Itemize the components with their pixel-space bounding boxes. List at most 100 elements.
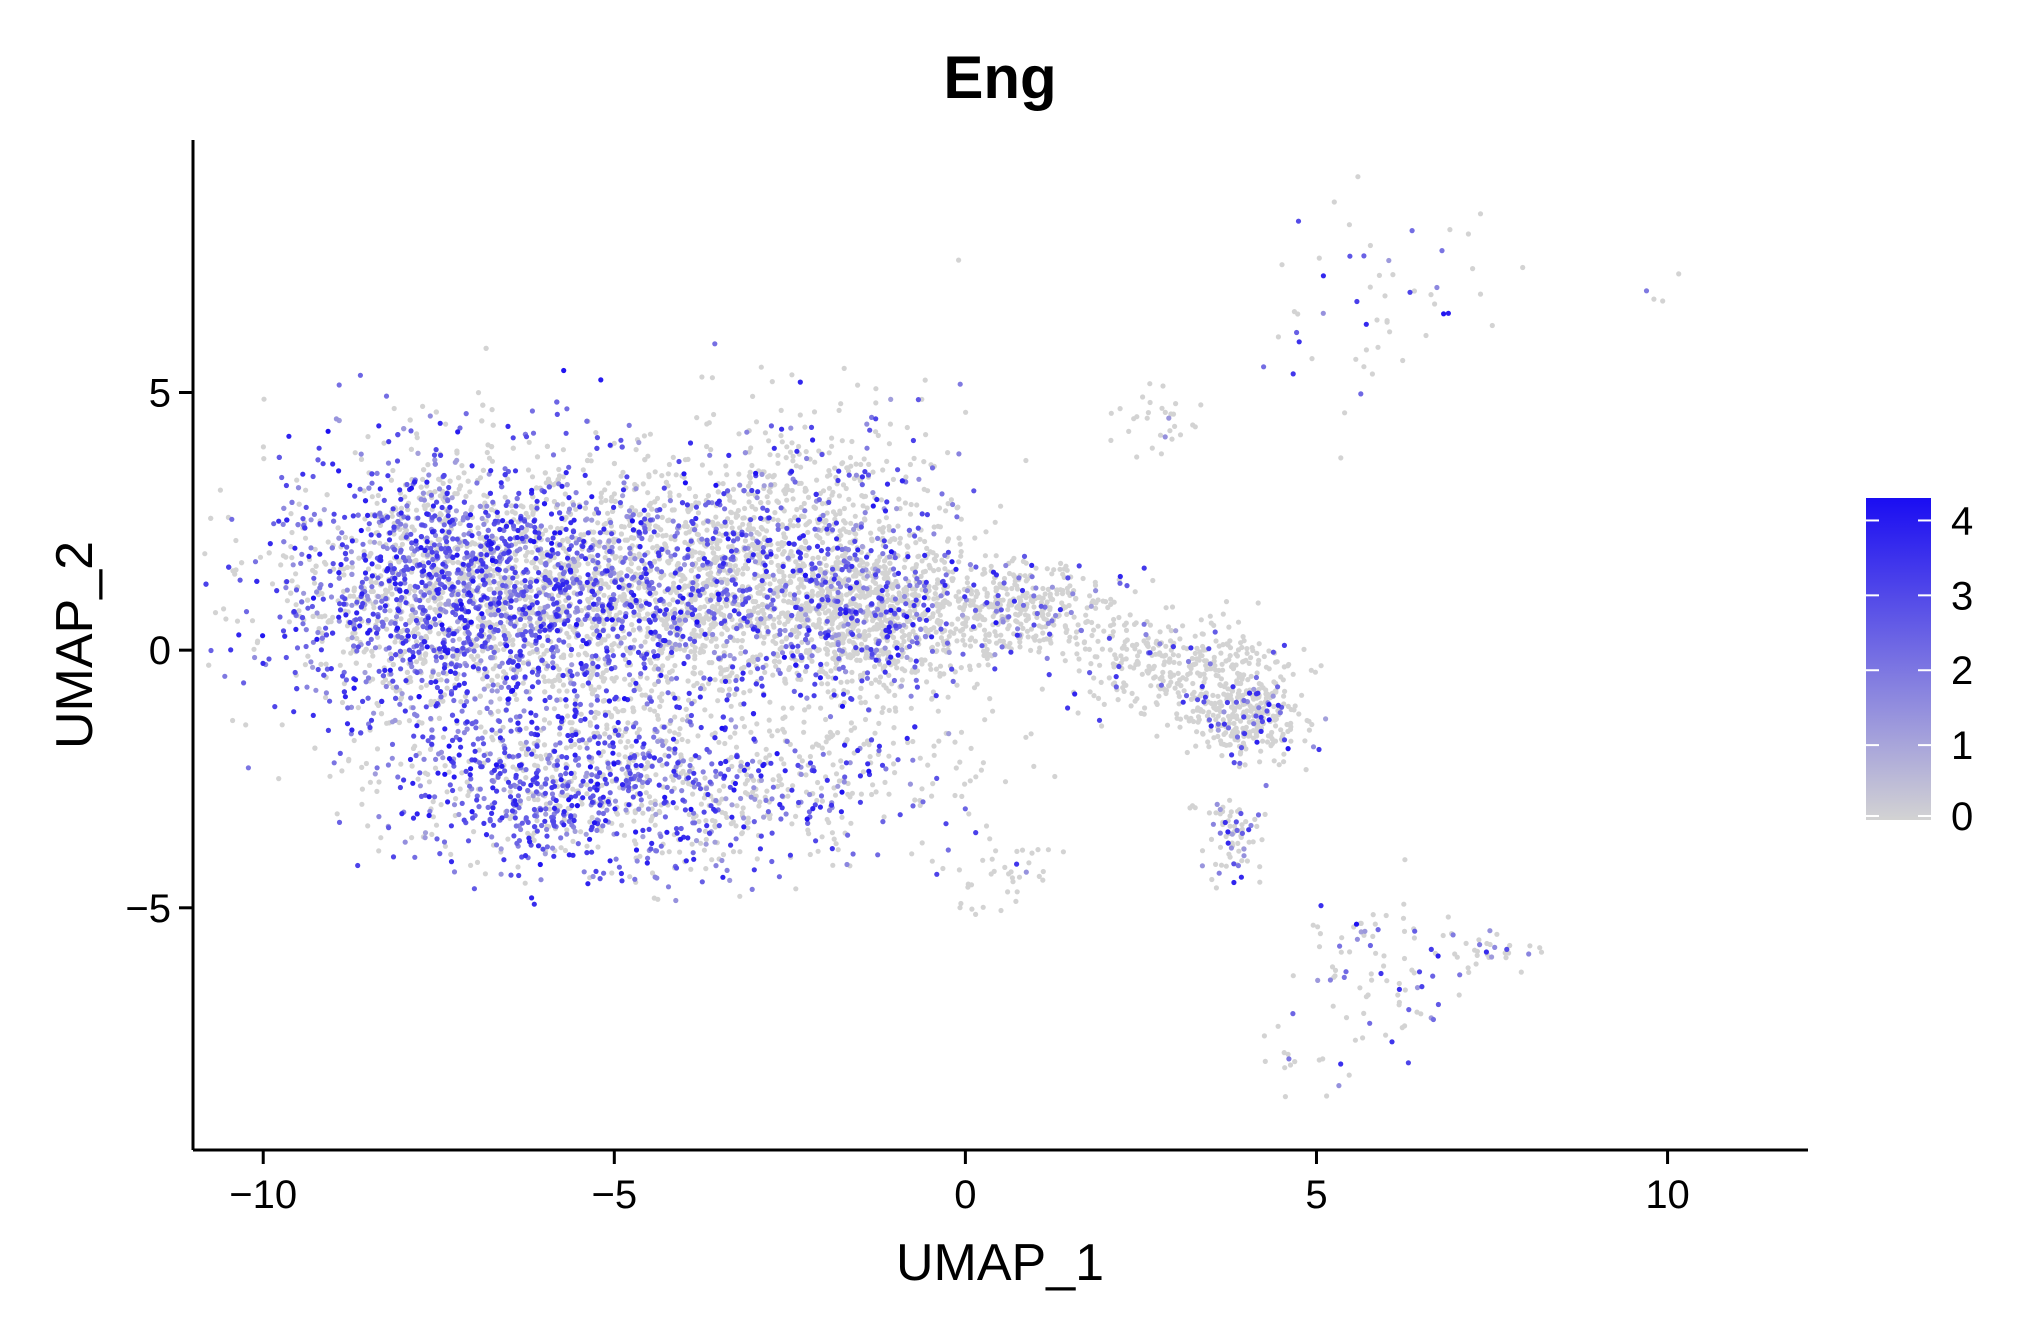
scatter-point [716, 739, 722, 745]
scatter-point [924, 545, 930, 552]
scatter-point [622, 754, 628, 760]
scatter-point [948, 497, 955, 503]
scatter-point [691, 664, 698, 671]
scatter-point [672, 730, 678, 736]
scatter-point [653, 772, 659, 778]
scatter-point [936, 738, 942, 744]
scatter-point [673, 646, 679, 652]
scatter-point [495, 708, 501, 714]
scatter-point [801, 500, 807, 507]
scatter-point [748, 669, 754, 675]
scatter-point [861, 456, 867, 462]
scatter-point [323, 561, 329, 567]
scatter-point [783, 680, 789, 686]
scatter-point [1004, 591, 1010, 597]
scatter-point [786, 666, 792, 673]
scatter-point [826, 468, 832, 474]
scatter-point [732, 730, 738, 736]
scatter-point [806, 704, 812, 710]
scatter-point [972, 535, 978, 541]
scatter-point [481, 492, 487, 498]
scatter-point [650, 545, 656, 551]
scatter-point [848, 463, 854, 469]
scatter-point [670, 691, 676, 697]
scatter-point [351, 737, 357, 744]
scatter-point [1083, 612, 1089, 618]
scatter-point [661, 503, 667, 509]
scatter-point [937, 612, 943, 618]
scatter-point [839, 764, 845, 770]
scatter-point [829, 492, 835, 498]
scatter-point [919, 661, 925, 667]
scatter-point [714, 643, 720, 650]
scatter-point [425, 462, 431, 468]
scatter-point [1020, 625, 1026, 632]
scatter-point [962, 642, 968, 648]
scatter-point [985, 662, 991, 668]
scatter-point [558, 845, 564, 851]
scatter-point [932, 591, 938, 597]
scatter-point [1066, 602, 1072, 609]
scatter-point [651, 558, 658, 565]
scatter-point [413, 507, 420, 513]
scatter-point [480, 402, 486, 408]
scatter-point [562, 847, 569, 854]
scatter-point [875, 432, 881, 439]
scatter-point [745, 815, 751, 821]
scatter-point [429, 831, 435, 838]
scatter-point [880, 525, 887, 531]
scatter-point [565, 713, 571, 719]
scatter-point [904, 424, 910, 431]
scatter-point [751, 575, 758, 581]
scatter-point [679, 572, 685, 578]
scatter-point [872, 730, 878, 736]
scatter-point [824, 510, 830, 516]
scatter-point [739, 830, 746, 836]
scatter-point [703, 818, 709, 824]
scatter-point [659, 850, 665, 856]
scatter-point [880, 467, 886, 473]
scatter-point [768, 542, 774, 548]
scatter-point [962, 601, 968, 607]
scatter-point [826, 450, 832, 456]
scatter-point [713, 636, 719, 642]
scatter-point [1071, 614, 1077, 620]
scatter-point [382, 591, 388, 598]
scatter-point [717, 665, 724, 671]
scatter-point [541, 651, 547, 657]
scatter-point [485, 683, 491, 689]
scatter-point [529, 474, 536, 480]
scatter-point [578, 829, 584, 835]
scatter-point [1023, 560, 1029, 566]
scatter-point [266, 550, 272, 556]
scatter-point [412, 588, 418, 594]
scatter-point [507, 789, 513, 795]
scatter-point [769, 379, 775, 385]
scatter-point [672, 606, 678, 613]
scatter-point [823, 518, 829, 524]
scatter-point [515, 864, 521, 870]
scatter-point [854, 657, 860, 663]
scatter-point [935, 577, 941, 583]
scatter-point [764, 788, 770, 794]
scatter-point [550, 683, 556, 689]
scatter-point [818, 785, 825, 791]
scatter-point [1028, 731, 1034, 737]
scatter-point [640, 481, 646, 487]
scatter-point [1198, 617, 1204, 623]
scatter-point [835, 730, 841, 736]
scatter-point [427, 746, 434, 753]
scatter-point [288, 510, 294, 517]
scatter-point [514, 573, 520, 580]
scatter-point [933, 666, 940, 672]
scatter-point [823, 739, 829, 745]
scatter-point [454, 448, 460, 454]
scatter-point [778, 407, 784, 413]
scatter-point [475, 653, 481, 659]
scatter-point [601, 697, 608, 704]
scatter-point [868, 530, 874, 536]
scatter-point [857, 694, 863, 700]
scatter-point [955, 616, 961, 622]
scatter-point [579, 643, 585, 650]
